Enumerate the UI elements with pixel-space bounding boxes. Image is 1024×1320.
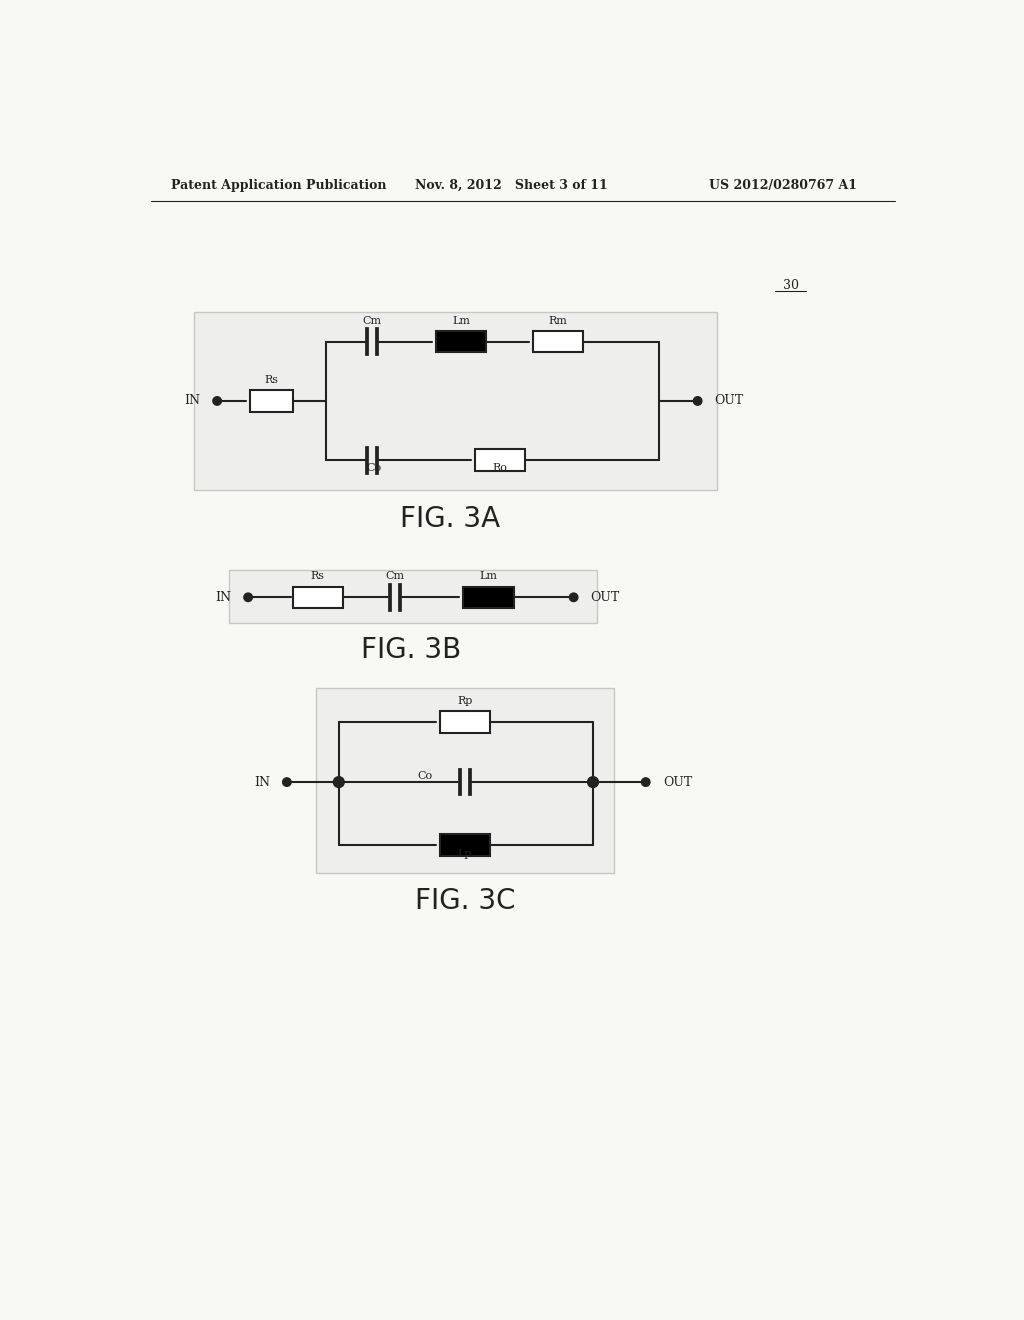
- Text: Cm: Cm: [386, 572, 404, 581]
- Bar: [532, 331, 584, 352]
- Circle shape: [213, 397, 221, 405]
- Bar: [475, 450, 525, 471]
- Text: IN: IN: [184, 395, 200, 408]
- Circle shape: [588, 776, 598, 788]
- Text: FIG. 3B: FIG. 3B: [360, 636, 461, 664]
- Text: Ro: Ro: [493, 463, 508, 474]
- Text: US 2012/0280767 A1: US 2012/0280767 A1: [710, 178, 857, 191]
- Text: Rp: Rp: [458, 696, 473, 706]
- Text: Rs: Rs: [264, 375, 279, 385]
- Circle shape: [283, 777, 291, 787]
- Text: OUT: OUT: [663, 776, 692, 788]
- Text: Rm: Rm: [549, 317, 567, 326]
- Bar: [436, 331, 486, 352]
- Text: IN: IN: [254, 776, 270, 788]
- Bar: [293, 586, 343, 609]
- Bar: [228, 570, 597, 623]
- Circle shape: [693, 397, 701, 405]
- Text: 30: 30: [782, 279, 799, 292]
- Circle shape: [334, 776, 344, 788]
- Text: Co: Co: [417, 771, 432, 780]
- Text: Lm: Lm: [453, 317, 470, 326]
- Bar: [250, 391, 293, 412]
- Text: OUT: OUT: [591, 591, 620, 603]
- Circle shape: [641, 777, 650, 787]
- Text: Patent Application Publication: Patent Application Publication: [171, 178, 386, 191]
- Text: Lm: Lm: [479, 572, 498, 581]
- Circle shape: [244, 593, 252, 602]
- Bar: [194, 313, 717, 490]
- Text: FIG. 3C: FIG. 3C: [415, 887, 515, 916]
- Bar: [463, 586, 514, 609]
- Text: Lp: Lp: [458, 849, 472, 859]
- Text: Co: Co: [367, 463, 381, 474]
- Text: Cm: Cm: [362, 317, 382, 326]
- Text: Nov. 8, 2012   Sheet 3 of 11: Nov. 8, 2012 Sheet 3 of 11: [415, 178, 607, 191]
- Bar: [315, 688, 614, 873]
- Text: FIG. 3A: FIG. 3A: [399, 504, 500, 533]
- Circle shape: [569, 593, 578, 602]
- Text: Rs: Rs: [311, 572, 325, 581]
- Text: IN: IN: [215, 591, 231, 603]
- Bar: [440, 834, 490, 857]
- Text: OUT: OUT: [715, 395, 743, 408]
- Bar: [440, 711, 490, 733]
